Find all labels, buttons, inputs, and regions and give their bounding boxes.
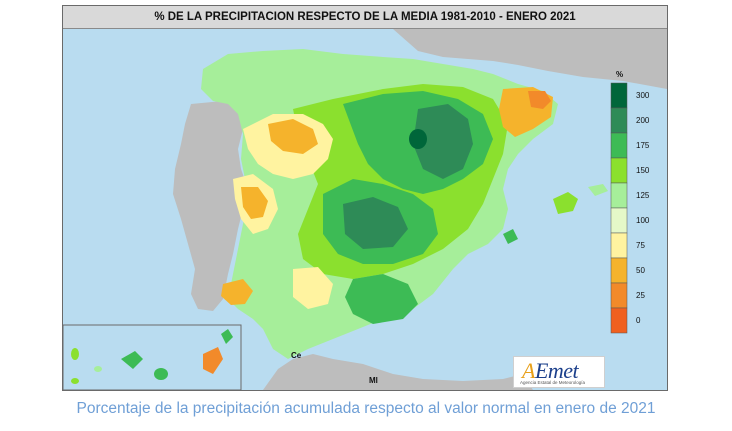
balearic-mallorca <box>553 192 578 214</box>
legend: 300 200 175 150 125 100 75 50 25 0 <box>610 82 650 334</box>
legend-swatch <box>610 307 628 334</box>
legend-label: 125 <box>636 191 650 200</box>
canary-hierro <box>71 378 79 384</box>
legend-label: 75 <box>636 241 645 250</box>
region-50-west <box>241 187 268 219</box>
legend-swatch <box>610 132 628 159</box>
canary-gomera <box>94 366 102 372</box>
canary-tenerife <box>121 351 143 369</box>
legend-swatch <box>610 157 628 184</box>
precipitation-map <box>63 29 667 390</box>
legend-swatch <box>610 232 628 259</box>
legend-swatch <box>610 182 628 209</box>
canary-fuerteventura <box>203 347 223 374</box>
legend-label: 150 <box>636 166 650 175</box>
legend-label: 175 <box>636 141 650 150</box>
aemet-logo-subtitle: Agencia Estatal de Meteorología <box>520 380 586 385</box>
legend-swatch <box>610 282 628 309</box>
legend-swatch <box>610 107 628 134</box>
canary-lanzarote <box>221 329 233 344</box>
city-label-melilla: Ml <box>369 376 378 385</box>
legend-label: 0 <box>636 316 641 325</box>
africa-land <box>263 354 533 390</box>
region-25-northeast <box>528 91 551 109</box>
map-title: % DE LA PRECIPITACION RESPECTO DE LA MED… <box>63 6 667 29</box>
legend-unit: % <box>616 70 624 79</box>
region-200-ne <box>413 104 473 179</box>
legend-swatch <box>610 82 628 109</box>
region-50-northwest <box>268 119 318 154</box>
legend-label: 300 <box>636 91 650 100</box>
region-300 <box>409 129 427 149</box>
region-175-south <box>345 274 418 324</box>
canary-grancanaria <box>154 368 168 380</box>
legend-label: 25 <box>636 291 645 300</box>
aemet-logo: AEmet Agencia Estatal de Meteorología <box>513 356 605 388</box>
legend-swatch <box>610 257 628 284</box>
aemet-logo-mark: AEmet <box>522 358 579 383</box>
balearic-ibiza <box>503 229 518 244</box>
canary-lapalma <box>71 348 79 360</box>
figure-caption: Porcentaje de la precipitación acumulada… <box>76 400 656 417</box>
portugal-land <box>173 101 248 311</box>
region-50-southwest <box>221 279 253 305</box>
city-label-ceuta: Ce <box>291 351 302 360</box>
map-frame: % DE LA PRECIPITACION RESPECTO DE LA MED… <box>62 5 668 391</box>
legend-label: 50 <box>636 266 645 275</box>
region-75-south <box>293 267 333 309</box>
legend-swatch <box>610 207 628 234</box>
balearic-menorca <box>588 184 608 196</box>
region-200-center <box>343 197 408 249</box>
legend-label: 200 <box>636 116 650 125</box>
france-land <box>393 29 667 89</box>
legend-label: 100 <box>636 216 650 225</box>
